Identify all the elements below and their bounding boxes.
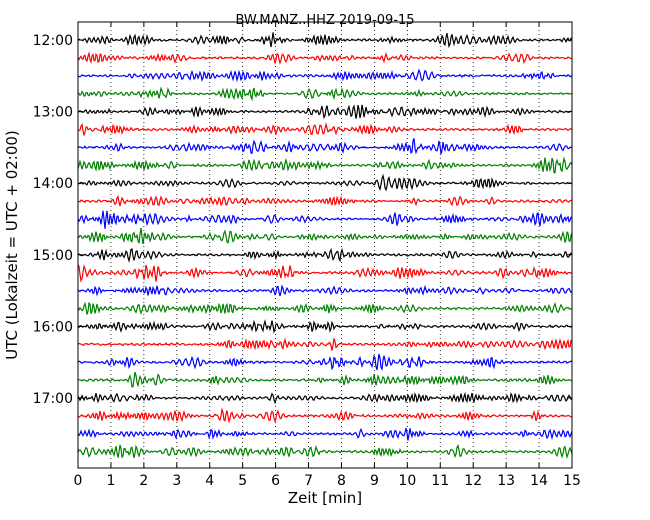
- x-tick-label: 8: [337, 473, 346, 489]
- seismogram-trace: [77, 371, 573, 388]
- trace-group: [77, 32, 573, 459]
- seismogram-trace: [77, 173, 573, 192]
- y-tick-label: 16:00: [33, 319, 73, 335]
- x-tick-label: 12: [464, 473, 482, 489]
- y-tick-label: 13:00: [33, 105, 73, 121]
- y-axis-label: UTC (Lokalzeit = UTC + 02:00): [3, 130, 21, 360]
- seismogram-trace: [77, 122, 573, 136]
- x-tick-label: 4: [205, 473, 214, 489]
- seismogram-trace: [77, 86, 573, 102]
- seismogram-trace: [77, 210, 573, 229]
- x-tick-label: 3: [172, 473, 181, 489]
- y-tick-label: 14:00: [33, 176, 73, 192]
- seismogram-trace: [77, 427, 573, 441]
- seismogram-trace: [77, 138, 573, 155]
- seismogram-trace: [77, 51, 573, 65]
- seismogram-trace: [77, 319, 573, 334]
- x-tick-label: 10: [398, 473, 416, 489]
- chart-title: BW.MANZ..HHZ 2019-09-15: [235, 13, 414, 28]
- seismogram-trace: [77, 227, 573, 245]
- seismogram-trace: [77, 444, 573, 459]
- x-tick-label: 6: [271, 473, 280, 489]
- x-tick-label: 13: [497, 473, 515, 489]
- plot-frame: [77, 21, 573, 469]
- seismogram-trace: [77, 104, 573, 120]
- seismogram-trace: [77, 156, 573, 174]
- x-tick-label: 5: [238, 473, 247, 489]
- x-tick-label: 2: [139, 473, 148, 489]
- grid-lines: [110, 22, 540, 468]
- seismogram-trace: [77, 353, 573, 371]
- seismogram-trace: [77, 68, 573, 83]
- y-tick-label: 15:00: [33, 248, 73, 264]
- seismogram-trace: [77, 264, 573, 283]
- seismogram-trace: [77, 391, 573, 405]
- x-tick-label: 9: [370, 473, 379, 489]
- y-axis: 12:00 13:00 14:00 15:00 16:00 17:00: [33, 33, 572, 407]
- x-tick-label: 14: [530, 473, 548, 489]
- y-tick-label: 17:00: [33, 391, 73, 407]
- seismogram-trace: [77, 407, 573, 424]
- seismogram-trace: [77, 284, 573, 297]
- x-tick-label: 0: [74, 473, 83, 489]
- x-tick-label: 1: [106, 473, 115, 489]
- x-tick-label: 15: [563, 473, 581, 489]
- x-axis: 0 1 2 3 4 5 6 7 8 9 10 11 12 13 14 15: [74, 22, 581, 489]
- seismogram-trace: [77, 195, 573, 207]
- seismogram-trace: [77, 32, 573, 49]
- x-tick-label: 11: [431, 473, 449, 489]
- x-axis-label: Zeit [min]: [288, 489, 362, 507]
- seismogram-trace: [77, 301, 573, 315]
- y-tick-label: 12:00: [33, 33, 73, 49]
- seismogram-trace: [77, 337, 573, 351]
- seismogram-trace: [77, 247, 573, 264]
- x-tick-label: 7: [304, 473, 313, 489]
